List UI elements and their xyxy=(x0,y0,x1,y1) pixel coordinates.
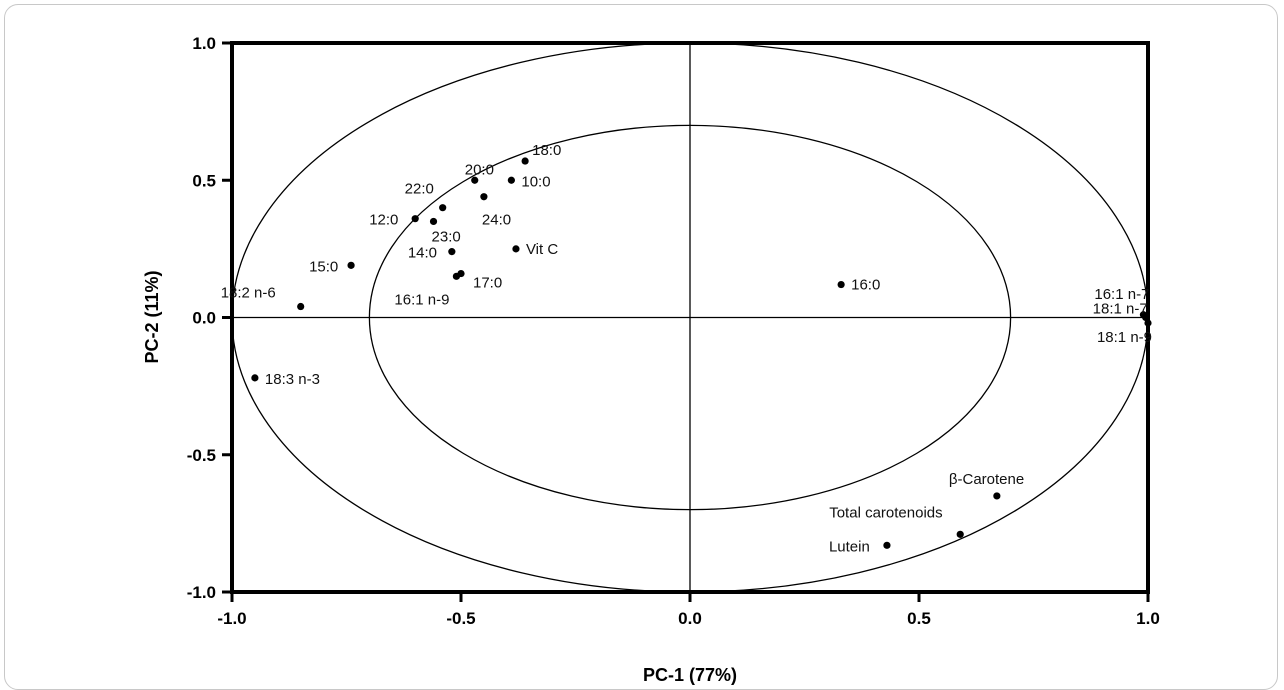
data-point xyxy=(448,248,456,256)
y-tick-label: -0.5 xyxy=(187,446,216,465)
data-point xyxy=(883,541,891,549)
x-tick-label: -0.5 xyxy=(446,609,475,628)
data-point-label: 14:0 xyxy=(408,245,437,262)
data-point-label: 16:0 xyxy=(851,277,880,294)
y-tick-label: 0.0 xyxy=(192,309,216,328)
x-axis-title: PC-1 (77%) xyxy=(643,665,737,685)
data-point xyxy=(471,176,479,184)
data-point xyxy=(251,374,259,382)
x-tick-label: 0.5 xyxy=(907,609,931,628)
x-tick-label: 0.0 xyxy=(678,609,702,628)
data-point xyxy=(439,204,447,212)
data-point-label: 10:0 xyxy=(521,173,550,190)
chart-frame xyxy=(4,4,1278,690)
data-point xyxy=(521,157,529,165)
data-point-label: 18:2 n-6 xyxy=(221,285,276,302)
data-point-label: 20:0 xyxy=(465,161,494,178)
y-axis-title: PC-2 (11%) xyxy=(142,270,162,363)
data-point-label: Vit C xyxy=(526,241,558,258)
data-point-label: β-Carotene xyxy=(949,471,1024,488)
data-point-label: 15:0 xyxy=(309,258,338,275)
data-point xyxy=(347,261,355,269)
data-point-label: 24:0 xyxy=(482,212,511,229)
data-point-label: 16:1 n-9 xyxy=(394,291,449,308)
x-tick-label: -1.0 xyxy=(217,609,246,628)
data-point xyxy=(512,245,520,253)
y-tick-label: 1.0 xyxy=(192,34,216,53)
data-point-label: Lutein xyxy=(829,538,870,555)
data-point-label: 18:3 n-3 xyxy=(265,371,320,388)
data-point xyxy=(411,215,419,223)
data-point xyxy=(956,530,964,538)
y-tick-label: 0.5 xyxy=(192,171,216,190)
data-point-label: 23:0 xyxy=(432,228,461,245)
data-point xyxy=(1144,319,1152,327)
data-point xyxy=(429,217,438,226)
data-point-label: 17:0 xyxy=(473,275,502,292)
data-point xyxy=(1142,313,1150,322)
data-point-label: 22:0 xyxy=(405,181,434,198)
data-point-label: 18:1 n-9 xyxy=(1097,329,1152,346)
data-point xyxy=(993,492,1001,500)
y-tick-label: -1.0 xyxy=(187,583,216,602)
data-point xyxy=(297,302,305,311)
data-point-label: 18:0 xyxy=(532,142,561,159)
x-tick-label: 1.0 xyxy=(1136,609,1160,628)
data-point-label: Total carotenoids xyxy=(829,504,942,521)
data-point-label: 16:1 n-7 xyxy=(1094,286,1149,303)
data-point-label: 12:0 xyxy=(369,212,398,229)
data-point xyxy=(837,280,845,289)
data-point xyxy=(480,193,488,201)
data-point-label: 18:1 n-7 xyxy=(1093,301,1148,318)
data-point xyxy=(507,176,515,184)
data-point xyxy=(452,272,461,280)
